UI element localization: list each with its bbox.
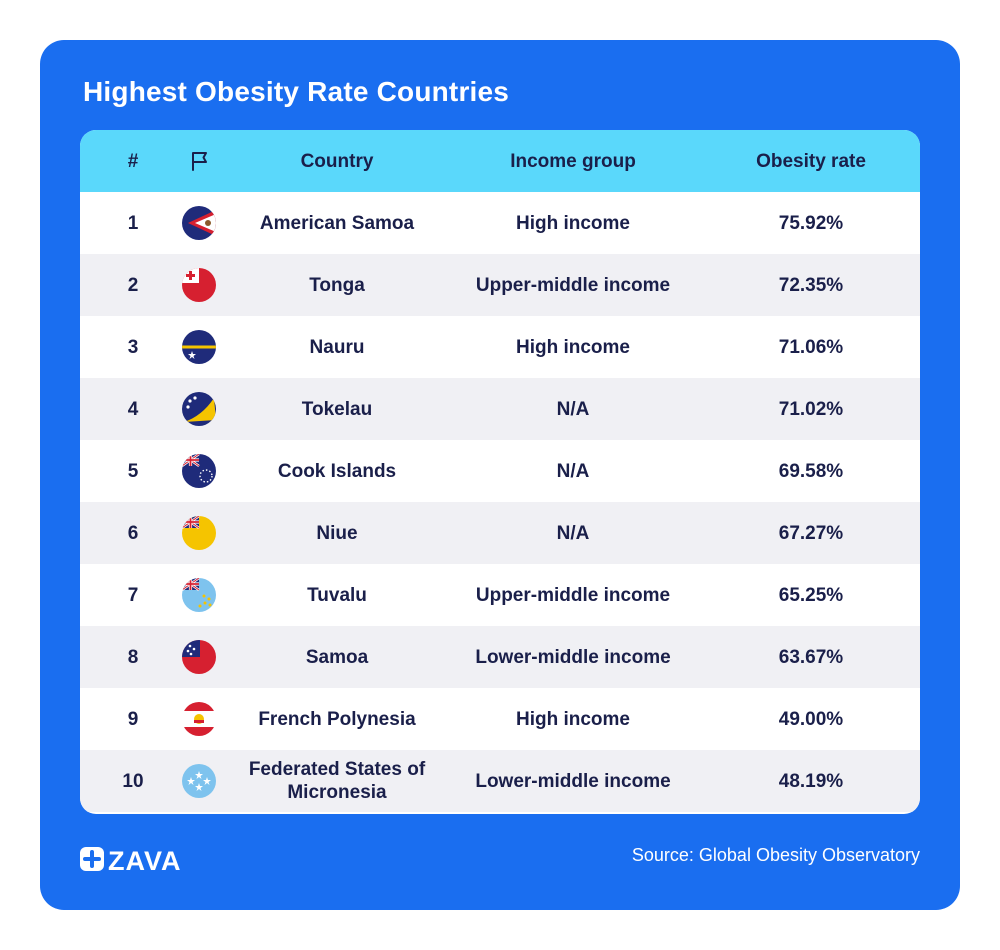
obesity-rate-cell: 72.35%	[778, 274, 844, 296]
cook-islands-flag-icon	[182, 454, 216, 488]
rank-cell: 10	[122, 770, 144, 792]
obesity-rate-cell: 67.27%	[778, 522, 844, 544]
country-cell: Cook Islands	[277, 460, 397, 482]
header-obesity-rate: Obesity rate	[756, 150, 866, 172]
country-cell: Samoa	[305, 646, 369, 668]
table-row: 2 Tonga Upper-middle income 72.35%	[80, 254, 920, 316]
country-cell: Niue	[316, 522, 358, 544]
obesity-rate-cell: 69.58%	[778, 460, 844, 482]
table-row: 7 Tuvalu Upper-middle income 65.25%	[80, 564, 920, 626]
rank-cell: 5	[127, 460, 139, 482]
country-cell: Nauru	[309, 336, 365, 358]
source-note: Source: Global Obesity Observatory	[631, 845, 920, 865]
income-group-cell: N/A	[556, 522, 590, 544]
american-samoa-flag-icon	[182, 206, 216, 240]
table-row: 4 Tokelau N/A 71.02%	[80, 378, 920, 440]
tonga-flag-icon	[182, 268, 216, 302]
income-group-cell: Lower-middle income	[475, 770, 671, 792]
table-row: 1 American Samoa High income 75.92%	[80, 192, 920, 254]
income-group-cell: Upper-middle income	[475, 274, 671, 296]
obesity-rate-cell: 71.02%	[778, 398, 844, 420]
chart-title: Highest Obesity Rate Countries	[83, 76, 510, 107]
income-group-cell: High income	[515, 708, 630, 730]
rank-cell: 4	[127, 398, 139, 420]
rank-cell: 3	[127, 336, 139, 358]
table-row: 9 French Polynesia High income 49.00%	[80, 688, 920, 750]
income-group-cell: N/A	[556, 460, 590, 482]
tuvalu-flag-icon	[182, 578, 216, 612]
income-group-cell: Upper-middle income	[475, 584, 671, 606]
nauru-flag-icon	[182, 330, 216, 364]
rank-cell: 1	[127, 212, 139, 234]
country-cell: French Polynesia	[258, 708, 416, 730]
income-group-cell: N/A	[556, 398, 590, 420]
rank-cell: 6	[127, 522, 139, 544]
niue-flag-icon	[182, 516, 216, 550]
obesity-rate-cell: 71.06%	[778, 336, 844, 358]
obesity-rate-cell: 49.00%	[778, 708, 844, 730]
table-row: 8 Samoa Lower-middle income 63.67%	[80, 626, 920, 688]
country-cell: Tuvalu	[307, 584, 367, 606]
obesity-rate-cell: 75.92%	[778, 212, 844, 234]
country-cell: Tokelau	[301, 398, 373, 420]
income-group-cell: High income	[515, 336, 630, 358]
header-country: Country	[300, 150, 374, 172]
infographic-card: Highest Obesity Rate Countries # Country…	[40, 40, 960, 910]
obesity-rate-cell: 48.19%	[778, 770, 844, 792]
table-row: 5 Cook Islands N/A 69.58%	[80, 440, 920, 502]
country-cell: Tonga	[309, 274, 365, 296]
rank-cell: 2	[127, 274, 139, 296]
table-row: 10 Federated States of Micronesia Lower-mi…	[80, 750, 920, 812]
tokelau-flag-icon	[182, 392, 216, 426]
table-row: 3 Nauru High income 71.06%	[80, 316, 920, 378]
rank-cell: 7	[127, 584, 139, 606]
zava-logo: ZAVA	[80, 845, 200, 878]
table-row: 6 Niue N/A 67.27%	[80, 502, 920, 564]
table-header: # Country Income group Obesity rate	[80, 130, 920, 192]
samoa-flag-icon	[182, 640, 216, 674]
obesity-rate-cell: 65.25%	[778, 584, 844, 606]
rank-cell: 8	[127, 646, 139, 668]
header-income-group: Income group	[510, 150, 636, 172]
french-polynesia-flag-icon	[182, 702, 216, 736]
income-group-cell: Lower-middle income	[475, 646, 671, 668]
flag-header-icon	[180, 130, 220, 192]
header-rank: #	[127, 150, 139, 172]
svg-text:ZAVA: ZAVA	[108, 846, 182, 873]
obesity-rate-cell: 63.67%	[778, 646, 844, 668]
country-cell: Federated States of Micronesia	[248, 759, 426, 803]
income-group-cell: High income	[515, 212, 630, 234]
country-cell: American Samoa	[259, 212, 415, 234]
rank-cell: 9	[127, 708, 139, 730]
obesity-table: # Country Income group Obesity rate 1 Ame…	[80, 130, 920, 814]
micronesia-flag-icon	[182, 764, 216, 798]
